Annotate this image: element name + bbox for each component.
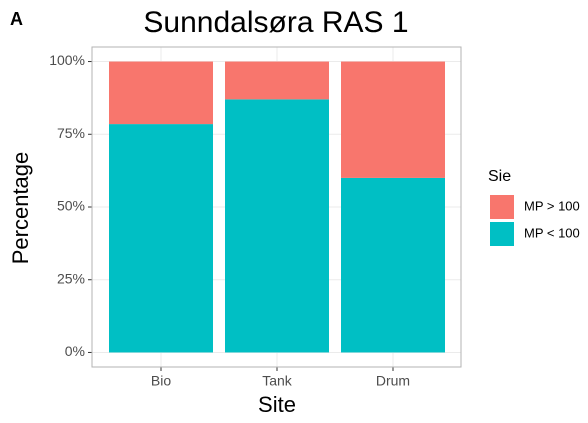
x-axis-label: Site — [258, 392, 296, 417]
x-tick-label: Tank — [262, 373, 293, 389]
bar-segment — [225, 61, 329, 100]
legend-label: MP < 100 — [524, 225, 580, 240]
bar-segment — [109, 61, 213, 125]
panel-border — [91, 46, 462, 368]
panel-label: A — [10, 9, 23, 29]
y-axis-label: Percentage — [8, 152, 33, 265]
bar-segment — [341, 177, 445, 353]
y-tick-label: 50% — [57, 198, 85, 214]
bar-segment — [225, 99, 329, 353]
y-tick-label: 75% — [57, 125, 85, 141]
y-tick-label: 0% — [65, 343, 85, 359]
legend-title: Sie — [488, 168, 511, 185]
legend-label: MP > 100 — [524, 198, 580, 213]
x-tick-label: Bio — [151, 373, 171, 389]
chart-title: Sunndalsøra RAS 1 — [143, 6, 408, 39]
legend-key — [490, 222, 514, 246]
legend-key — [490, 195, 514, 219]
bar-segment — [109, 124, 213, 353]
y-tick-label: 25% — [57, 270, 85, 286]
y-tick-label: 100% — [49, 52, 85, 68]
x-tick-label: Drum — [376, 373, 410, 389]
bar-segment — [341, 61, 445, 178]
